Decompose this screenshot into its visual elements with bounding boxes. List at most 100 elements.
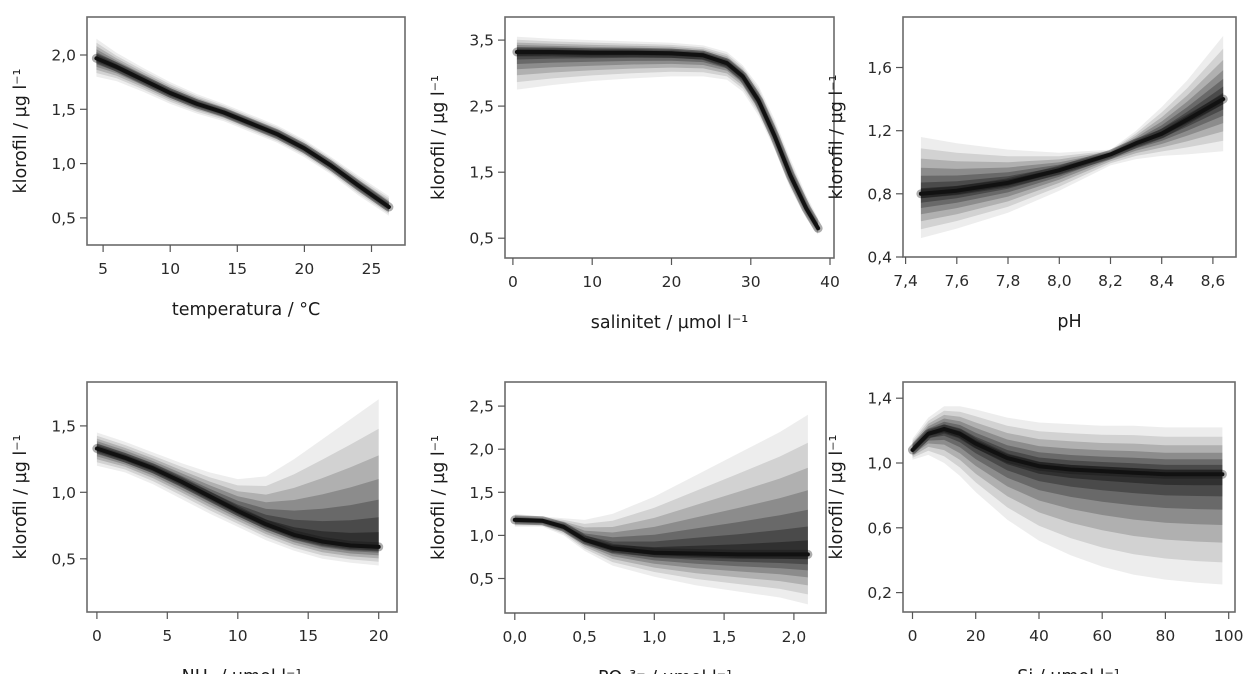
- uncertainty-band-5: [920, 78, 1224, 209]
- mean-curve: [918, 97, 1226, 196]
- x-tick-label: 20: [295, 260, 315, 278]
- uncertainty-band-3: [96, 46, 389, 213]
- x-axis-label: PO₄³⁻ / µmol l⁻¹: [598, 668, 733, 674]
- plot-frame: [902, 381, 1236, 613]
- x-tick-label: 5: [98, 260, 108, 278]
- y-tick-label: 0,5: [51, 209, 76, 227]
- uncertainty-band-3: [96, 438, 379, 559]
- plot-frame: [504, 381, 827, 614]
- x-tick-label: 15: [298, 627, 318, 645]
- x-tick-label: 1,5: [712, 628, 737, 646]
- y-tick-label: 2,0: [51, 47, 76, 65]
- y-tick-label: 0,8: [867, 185, 892, 203]
- plot-area: [510, 414, 813, 605]
- x-tick-label: 10: [228, 627, 248, 645]
- x-axis-label: salinitet / µmol l⁻¹: [591, 313, 748, 333]
- y-tick-label: 0,5: [469, 570, 494, 588]
- plot-area: [916, 35, 1228, 239]
- uncertainty-band-1: [96, 38, 389, 216]
- x-tick-label: 8,0: [1047, 272, 1072, 290]
- uncertainty-band-4: [96, 49, 389, 211]
- chart-panel-5: 0,0 0,5 1,0 1,5 2,0 0,5 1,0 1,5 2,0 2,5 PO₄³⁻ / µm…: [429, 381, 827, 674]
- y-tick-label: 0,6: [867, 519, 892, 537]
- uncertainty-band-3: [912, 414, 1223, 543]
- plot-area: [91, 38, 394, 216]
- y-tick-label: 2,0: [469, 441, 494, 459]
- chart-panel-6: 0 20 40 60 80 100 0,2 0,6 1,0 1,4 Si / µmol l⁻¹ klo…: [827, 381, 1244, 674]
- x-tick-label: 7,4: [893, 272, 918, 290]
- x-tick-label: 20: [369, 627, 389, 645]
- plot-area: [92, 399, 384, 566]
- x-tick-label: 5: [162, 627, 172, 645]
- x-tick-label: 10: [582, 273, 602, 291]
- y-tick-label: 1,6: [867, 59, 892, 77]
- x-tick-label: 1,0: [642, 628, 667, 646]
- x-tick-label: 0: [508, 273, 518, 291]
- mean-curve: [514, 50, 821, 231]
- x-tick-label: 40: [820, 273, 840, 291]
- y-tick-label: 1,5: [51, 101, 76, 119]
- y-tick-label: 1,0: [51, 484, 76, 502]
- uncertainty-band-2: [96, 428, 379, 562]
- uncertainty-band-6: [96, 445, 379, 551]
- mean-curve: [512, 517, 810, 557]
- plot-frame: [86, 381, 398, 613]
- y-tick-label: 1,2: [867, 122, 892, 140]
- x-tick-label: 15: [227, 260, 247, 278]
- y-tick-label: 1,5: [51, 417, 76, 435]
- y-tick-label: 3,5: [469, 32, 494, 50]
- y-axis-label: klorofil / µg l⁻¹: [429, 435, 449, 560]
- uncertainty-band-4: [912, 418, 1223, 525]
- mean-curve: [94, 446, 381, 549]
- x-tick-label: 40: [1029, 627, 1049, 645]
- y-tick-label: 0,4: [867, 249, 892, 267]
- y-tick-label: 1,4: [867, 390, 892, 408]
- panels-group: 5 10 15 20 25 0,5 1,0 1,5 2,0 temperatura / °C klo…: [11, 16, 1244, 674]
- x-tick-label: 100: [1214, 627, 1244, 645]
- x-tick-label: 80: [1156, 627, 1176, 645]
- uncertainty-band-2: [514, 442, 808, 595]
- uncertainty-band-4: [920, 70, 1224, 215]
- uncertainty-band-7: [912, 426, 1223, 486]
- y-tick-label: 0,5: [51, 550, 76, 568]
- x-axis-label: Si / µmol l⁻¹: [1017, 667, 1120, 674]
- y-axis-label: klorofil / µg l⁻¹: [11, 68, 31, 193]
- plot-area: [908, 406, 1227, 585]
- uncertainty-band-5: [96, 443, 379, 553]
- y-tick-label: 0,5: [469, 230, 494, 248]
- x-axis-label: NH₃ / µmol l⁻¹: [182, 667, 303, 674]
- x-tick-label: 0,0: [502, 628, 527, 646]
- x-tick-label: 0: [908, 627, 918, 645]
- chart-panel-4: 0 5 10 15 20 0,5 1,0 1,5 NH₃ / µmol l⁻¹ klorofil …: [11, 381, 398, 674]
- uncertainty-band-6: [912, 424, 1223, 497]
- uncertainty-band-1: [920, 35, 1224, 239]
- y-tick-label: 1,5: [469, 164, 494, 182]
- x-tick-label: 60: [1092, 627, 1112, 645]
- x-tick-label: 0: [92, 627, 102, 645]
- x-tick-label: 8,2: [1098, 272, 1123, 290]
- x-tick-label: 2,0: [782, 628, 807, 646]
- y-tick-label: 2,5: [469, 98, 494, 116]
- x-axis-label: temperatura / °C: [172, 300, 320, 320]
- x-tick-label: 20: [966, 627, 986, 645]
- x-axis-label: pH: [1057, 312, 1081, 332]
- y-axis-label: klorofil / µg l⁻¹: [827, 74, 847, 199]
- uncertainty-band-7: [920, 92, 1224, 199]
- uncertainty-band-4: [516, 45, 819, 232]
- x-tick-label: 10: [160, 260, 180, 278]
- plot-area: [512, 36, 823, 235]
- uncertainty-band-3: [516, 42, 819, 233]
- uncertainty-band-4: [96, 441, 379, 556]
- plot-frame: [504, 16, 835, 259]
- uncertainty-band-7: [514, 519, 808, 560]
- mean-curve: [94, 56, 391, 209]
- x-tick-label: 7,6: [944, 272, 969, 290]
- uncertainty-band-1: [516, 36, 819, 235]
- chart-panel-2: 0 10 20 30 40 0,5 1,5 2,5 3,5 salinitet / µmol l⁻…: [429, 16, 840, 333]
- y-tick-label: 1,0: [867, 455, 892, 473]
- x-tick-label: 30: [741, 273, 761, 291]
- y-axis-label: klorofil / µg l⁻¹: [429, 75, 449, 200]
- y-tick-label: 0,2: [867, 584, 892, 602]
- uncertainty-band-2: [96, 42, 389, 214]
- x-tick-label: 7,8: [996, 272, 1021, 290]
